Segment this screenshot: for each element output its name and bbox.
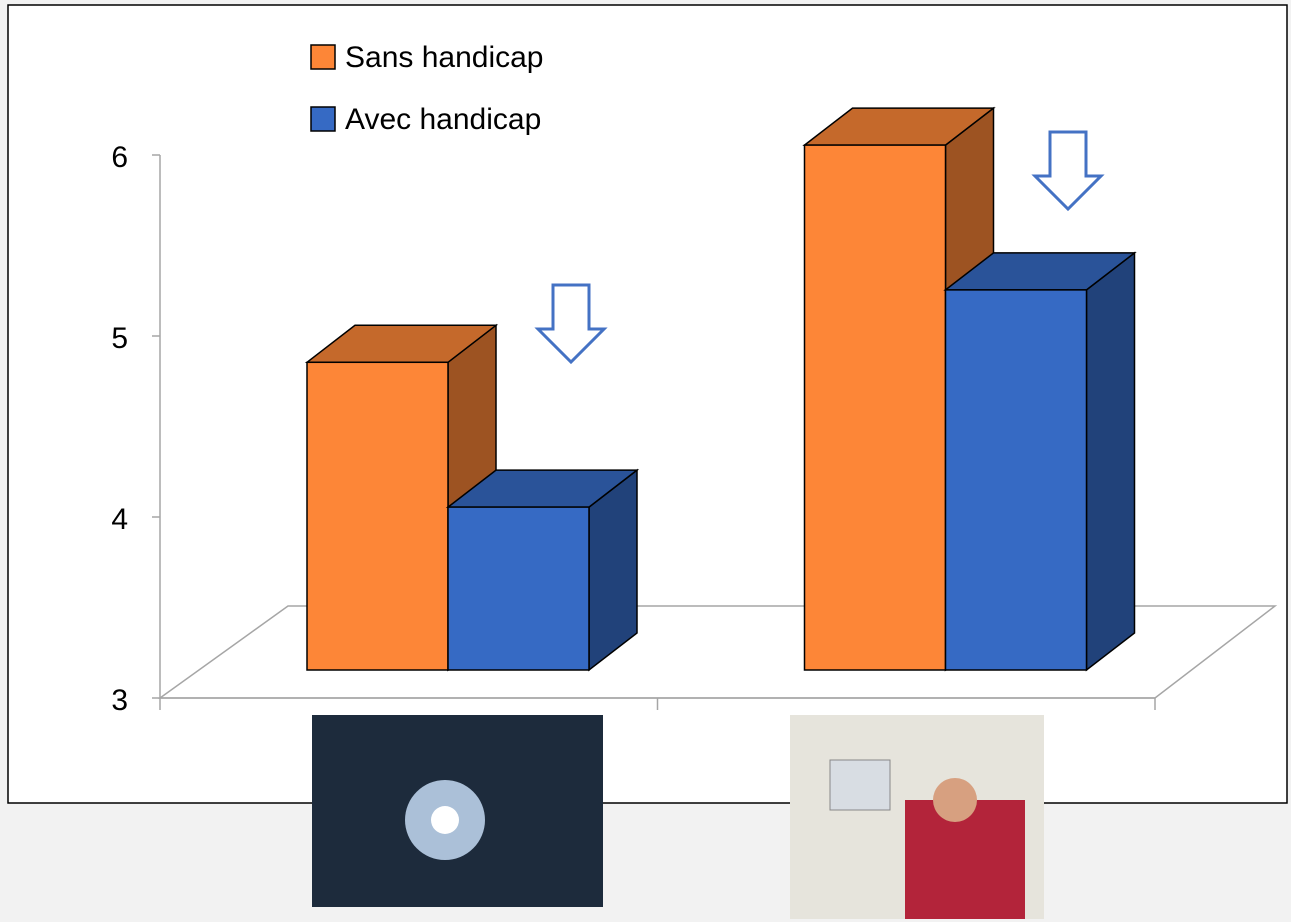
photo-detail [933, 778, 977, 822]
legend-label: Sans handicap [345, 41, 544, 74]
bar-front [306, 361, 449, 671]
bar [304, 323, 499, 672]
down-arrow [534, 283, 608, 365]
photo-welding [312, 715, 603, 907]
y-tick-label: 3 [111, 684, 128, 717]
down-arrow [1031, 130, 1105, 212]
legend-swatch [310, 106, 336, 132]
arrows [534, 130, 1105, 365]
bar-side [1085, 251, 1136, 672]
bar-front [803, 144, 947, 671]
bar [943, 251, 1137, 672]
photo-detail [829, 759, 891, 811]
y-tick-label: 6 [111, 141, 128, 174]
y-tick-label: 5 [111, 322, 128, 355]
bar [445, 468, 640, 672]
legend-label: Avec handicap [345, 103, 541, 136]
photo-detail [431, 806, 459, 834]
bar-front [944, 289, 1088, 671]
photo-detail [905, 800, 1025, 919]
bar-front [447, 506, 590, 671]
photo-office [790, 715, 1044, 919]
legend-swatch [310, 44, 336, 70]
y-tick-label: 4 [111, 503, 128, 536]
plot: 3 4 5 6 [111, 106, 1156, 717]
bar [802, 106, 996, 672]
